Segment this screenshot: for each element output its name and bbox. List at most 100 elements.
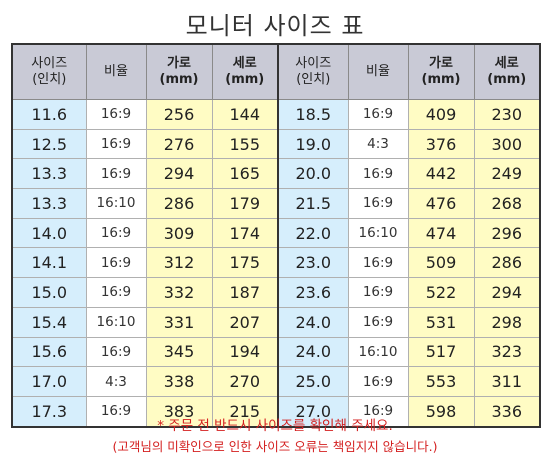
size-cell: 25.0 — [277, 366, 349, 397]
height-cell: 179 — [211, 188, 279, 219]
header-height: 세로 (mm) — [211, 43, 279, 100]
size-cell: 18.5 — [277, 99, 349, 130]
ratio-cell: 16:10 — [347, 336, 409, 368]
ratio-cell: 16:9 — [85, 247, 147, 279]
height-cell: 311 — [473, 366, 541, 397]
header-row: 사이즈 (인치) 비율 가로 (mm) 세로 (mm) 사이즈 (인치) 비율 가로 (m… — [11, 43, 541, 100]
height-cell: 155 — [211, 128, 279, 160]
table-row: 17.3 16:9 383 215 27.0 16:9 598 336 — [11, 395, 541, 428]
size-cell: 17.3 — [11, 395, 87, 428]
width-cell: 286 — [145, 188, 213, 219]
height-cell: 298 — [473, 306, 541, 338]
ratio-cell: 16:9 — [85, 217, 147, 249]
header-width: 가로 (mm) — [407, 43, 475, 100]
height-cell: 286 — [473, 247, 541, 279]
height-cell: 300 — [473, 128, 541, 160]
height-cell: 207 — [211, 306, 279, 338]
ratio-cell: 16:9 — [85, 277, 147, 308]
height-cell: 296 — [473, 217, 541, 249]
height-cell: 268 — [473, 188, 541, 219]
ratio-cell: 16:10 — [85, 306, 147, 338]
page-title: 모니터 사이즈 표 — [185, 12, 365, 40]
header-width: 가로 (mm) — [145, 43, 213, 100]
size-cell: 17.0 — [11, 366, 87, 397]
table-row: 15.6 16:9 345 194 24.0 16:10 517 323 — [11, 336, 541, 368]
width-cell: 553 — [407, 366, 475, 397]
header-size: 사이즈 (인치) — [11, 43, 87, 100]
ratio-cell: 16:9 — [85, 99, 147, 130]
height-cell: 194 — [211, 336, 279, 368]
ratio-cell: 16:9 — [347, 395, 409, 428]
size-cell: 23.6 — [277, 277, 349, 308]
width-cell: 383 — [145, 395, 213, 428]
width-cell: 331 — [145, 306, 213, 338]
height-cell: 175 — [211, 247, 279, 279]
height-cell: 187 — [211, 277, 279, 308]
size-cell: 22.0 — [277, 217, 349, 249]
table-row: 14.0 16:9 309 174 22.0 16:10 474 296 — [11, 217, 541, 249]
height-cell: 174 — [211, 217, 279, 249]
width-cell: 312 — [145, 247, 213, 279]
ratio-cell: 16:9 — [347, 277, 409, 308]
width-cell: 309 — [145, 217, 213, 249]
width-cell: 476 — [407, 188, 475, 219]
header-ratio: 비율 — [85, 43, 147, 100]
size-cell: 13.3 — [11, 158, 87, 190]
ratio-cell: 16:9 — [85, 128, 147, 160]
width-cell: 345 — [145, 336, 213, 368]
width-cell: 338 — [145, 366, 213, 397]
table-row: 17.0 4:3 338 270 25.0 16:9 553 311 — [11, 366, 541, 397]
size-cell: 20.0 — [277, 158, 349, 190]
size-cell: 13.3 — [11, 188, 87, 219]
width-cell: 474 — [407, 217, 475, 249]
disclaimer-notice: (고객님의 미확인으로 인한 사이즈 오류는 책임지지 않습니다.) — [112, 439, 438, 454]
width-cell: 376 — [407, 128, 475, 160]
height-cell: 336 — [473, 395, 541, 428]
table-row: 13.3 16:10 286 179 21.5 16:9 476 268 — [11, 188, 541, 219]
height-cell: 270 — [211, 366, 279, 397]
table-row: 15.4 16:10 331 207 24.0 16:9 531 298 — [11, 306, 541, 338]
size-cell: 11.6 — [11, 99, 87, 130]
ratio-cell: 16:9 — [347, 188, 409, 219]
height-cell: 323 — [473, 336, 541, 368]
order-notice: * 주문 전 반드시 사이즈를 확인해 주세요. — [157, 418, 393, 434]
header-ratio: 비율 — [347, 43, 409, 100]
ratio-cell: 16:10 — [347, 217, 409, 249]
width-cell: 598 — [407, 395, 475, 428]
width-cell: 276 — [145, 128, 213, 160]
size-cell: 19.0 — [277, 128, 349, 160]
width-cell: 256 — [145, 99, 213, 130]
height-cell: 165 — [211, 158, 279, 190]
ratio-cell: 16:9 — [347, 99, 409, 130]
monitor-size-table: 사이즈 (인치) 비율 가로 (mm) 세로 (mm) 사이즈 (인치) 비율 가로 (m… — [11, 43, 541, 428]
size-cell: 24.0 — [277, 336, 349, 368]
size-cell: 14.1 — [11, 247, 87, 279]
size-cell: 15.0 — [11, 277, 87, 308]
size-cell: 27.0 — [277, 395, 349, 428]
size-cell: 15.4 — [11, 306, 87, 338]
header-height: 세로 (mm) — [473, 43, 541, 100]
width-cell: 294 — [145, 158, 213, 190]
ratio-cell: 16:9 — [347, 366, 409, 397]
table-row: 14.1 16:9 312 175 23.0 16:9 509 286 — [11, 247, 541, 279]
ratio-cell: 16:10 — [85, 188, 147, 219]
width-cell: 509 — [407, 247, 475, 279]
size-cell: 12.5 — [11, 128, 87, 160]
width-cell: 522 — [407, 277, 475, 308]
size-cell: 23.0 — [277, 247, 349, 279]
width-cell: 409 — [407, 99, 475, 130]
table-row: 13.3 16:9 294 165 20.0 16:9 442 249 — [11, 158, 541, 190]
ratio-cell: 16:9 — [85, 158, 147, 190]
ratio-cell: 4:3 — [85, 366, 147, 397]
size-cell: 14.0 — [11, 217, 87, 249]
header-size: 사이즈 (인치) — [277, 43, 349, 100]
size-cell: 24.0 — [277, 306, 349, 338]
height-cell: 144 — [211, 99, 279, 130]
width-cell: 531 — [407, 306, 475, 338]
ratio-cell: 16:9 — [347, 158, 409, 190]
ratio-cell: 16:9 — [85, 336, 147, 368]
ratio-cell: 16:9 — [347, 247, 409, 279]
height-cell: 294 — [473, 277, 541, 308]
height-cell: 230 — [473, 99, 541, 130]
size-cell: 21.5 — [277, 188, 349, 219]
